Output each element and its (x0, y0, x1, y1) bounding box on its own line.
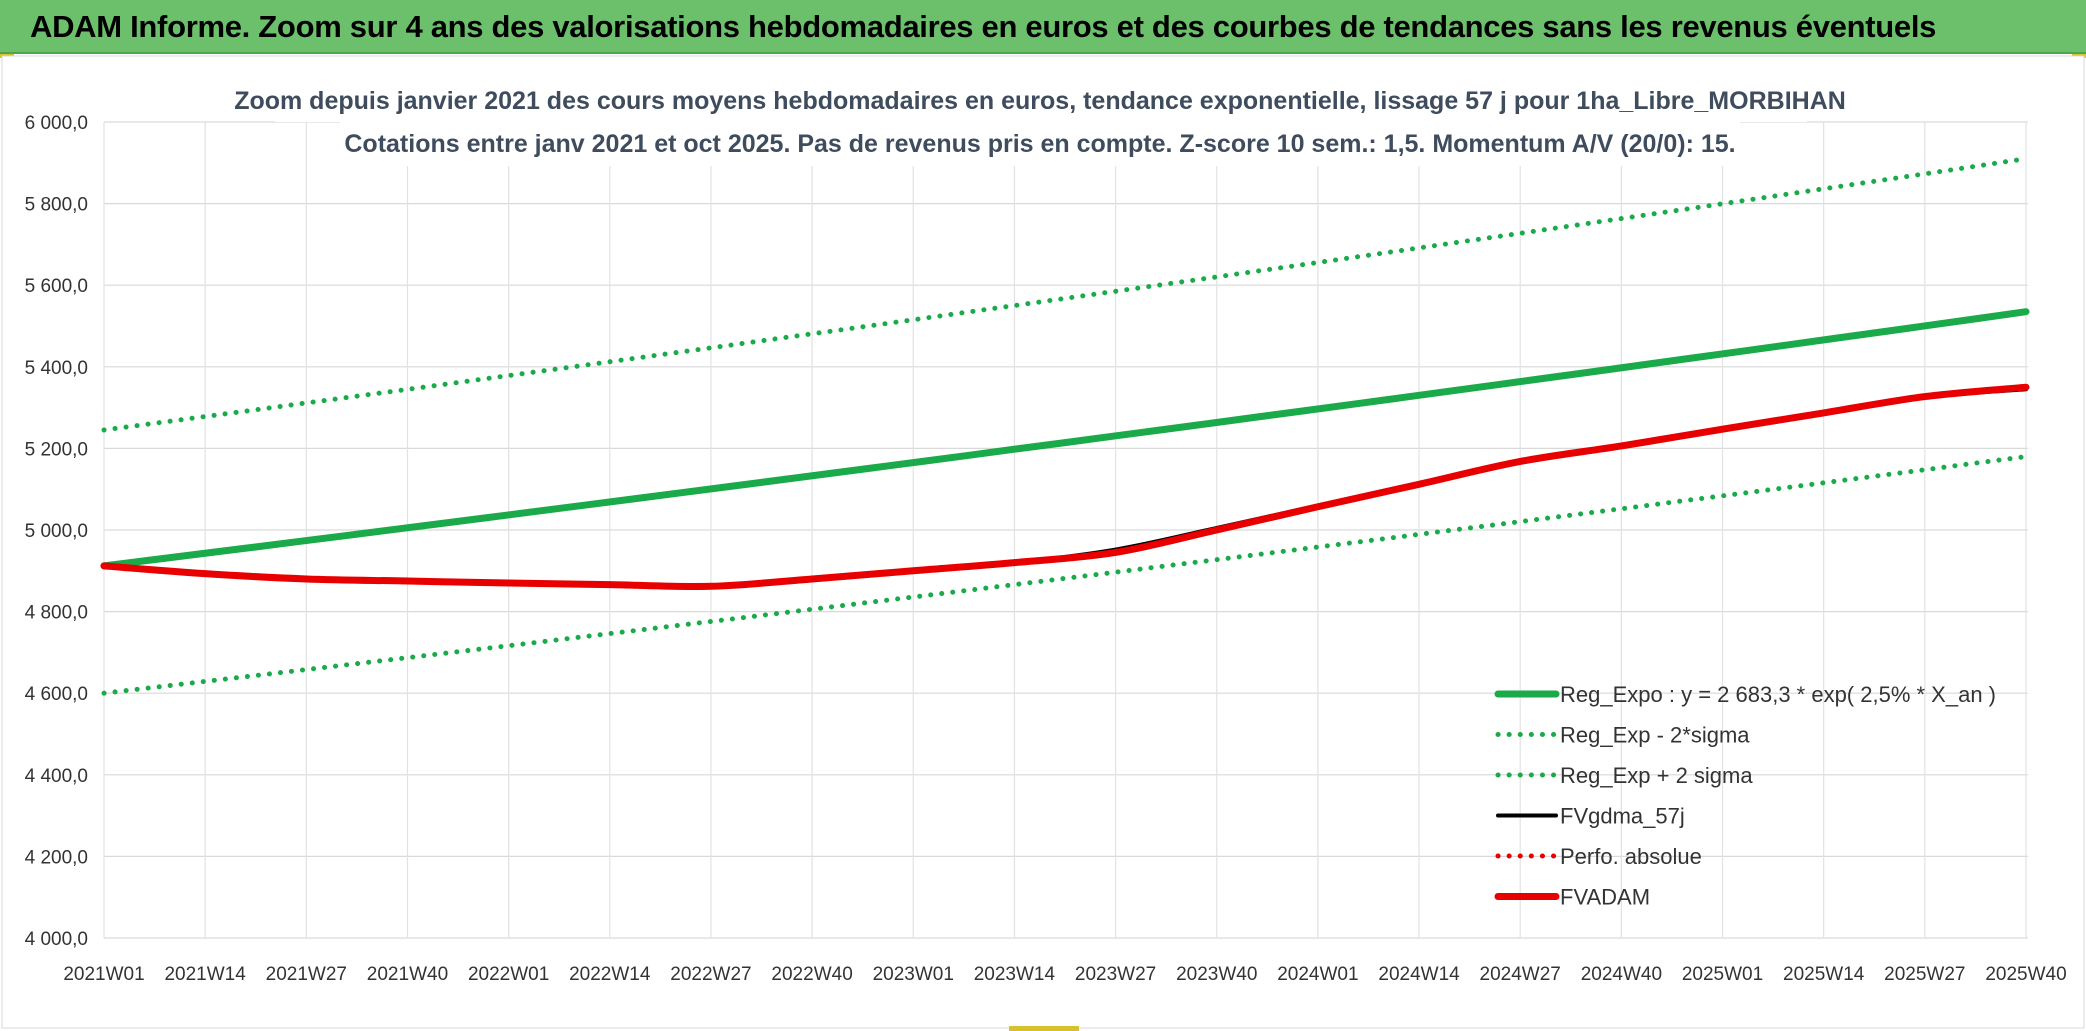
legend-label-5: FVADAM (1560, 885, 1650, 910)
legend-label-4: Perfo. absolue (1560, 844, 1702, 869)
x-tick-label: 2022W01 (468, 964, 549, 985)
x-tick-label: 2021W14 (164, 964, 246, 985)
legend: Reg_Expo : y = 2 683,3 * exp( 2,5% * X_a… (1494, 682, 1996, 910)
chart-title-background (275, 78, 1807, 166)
x-tick-label: 2025W27 (1884, 964, 1965, 985)
legend-label-0: Reg_Expo : y = 2 683,3 * exp( 2,5% * X_a… (1560, 682, 1996, 707)
report-header: ADAM Informe. Zoom sur 4 ans des valoris… (0, 0, 2086, 54)
x-tick-label: 2024W27 (1480, 964, 1561, 985)
y-tick-label: 5 400,0 (25, 358, 88, 379)
legend-label-3: FVgdma_57j (1560, 804, 1685, 829)
chart-area-border (1, 55, 2085, 1029)
x-tick-label: 2021W27 (266, 964, 347, 985)
y-tick-label: 5 800,0 (25, 195, 88, 216)
series-layer (100, 156, 2030, 696)
legend-label-1: Reg_Exp - 2*sigma (1560, 723, 1750, 748)
report-title: ADAM Informe. Zoom sur 4 ans des valoris… (30, 9, 1937, 44)
x-tick-label: 2021W01 (63, 964, 144, 985)
series-line-1 (101, 454, 2029, 696)
x-tick-label: 2025W40 (1985, 964, 2066, 985)
x-tick-label: 2023W40 (1176, 964, 1257, 985)
x-tick-label: 2024W14 (1378, 964, 1460, 985)
y-tick-label: 4 800,0 (25, 603, 88, 624)
y-tick-label: 4 000,0 (25, 929, 88, 950)
series-line-2 (101, 156, 2029, 433)
x-tick-label: 2023W27 (1075, 964, 1156, 985)
x-tick-label: 2025W14 (1783, 964, 1865, 985)
x-tick-label: 2022W40 (771, 964, 852, 985)
y-tick-label: 5 600,0 (25, 276, 88, 297)
y-tick-label: 5 000,0 (25, 521, 88, 542)
x-tick-label: 2024W01 (1277, 964, 1358, 985)
chart-title-line-2: Cotations entre janv 2021 et oct 2025. P… (344, 130, 1735, 158)
y-tick-label: 4 200,0 (25, 847, 88, 868)
chart-title-line-1: Zoom depuis janvier 2021 des cours moyen… (234, 87, 1846, 115)
y-tick-label: 4 600,0 (25, 684, 88, 705)
x-tick-label: 2023W01 (873, 964, 954, 985)
series-line-5 (100, 383, 2030, 591)
x-tick-label: 2025W01 (1682, 964, 1763, 985)
legend-label-2: Reg_Exp + 2 sigma (1560, 763, 1753, 788)
x-tick-label: 2023W14 (974, 964, 1056, 985)
series-line-0 (100, 308, 2030, 570)
y-axis-ticks: 6 000,0 5 800,0 5 600,0 5 400,0 5 200,0 5 000… (25, 113, 88, 950)
gridlines (103, 121, 2028, 939)
y-tick-label: 6 000,0 (25, 113, 88, 134)
y-tick-label: 4 400,0 (25, 766, 88, 787)
y-tick-label: 5 200,0 (25, 439, 88, 460)
x-tick-label: 2024W40 (1581, 964, 1662, 985)
x-tick-label: 2021W40 (367, 964, 448, 985)
x-axis-ticks: 2021W01 2021W14 2021W27 2021W40 2022W01 2022W… (63, 964, 2066, 985)
x-tick-label: 2022W14 (569, 964, 651, 985)
bottom-accent (1009, 1026, 1079, 1031)
x-tick-label: 2022W27 (670, 964, 751, 985)
